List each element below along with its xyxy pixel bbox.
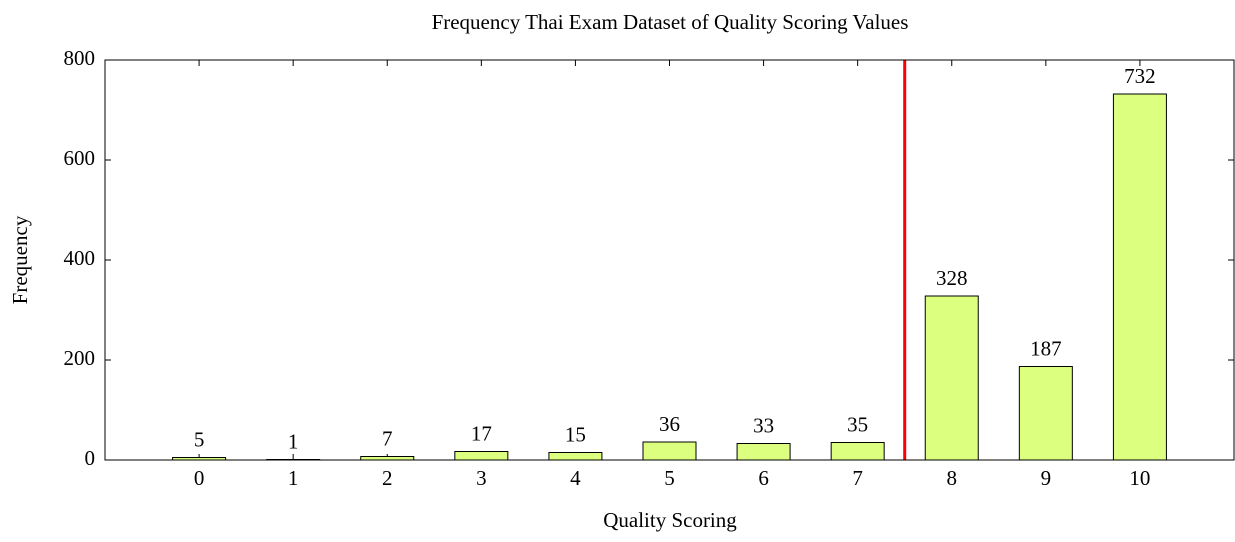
bar — [360, 456, 415, 461]
bar — [548, 452, 603, 461]
y-tick-label: 600 — [64, 146, 96, 170]
value-label: 36 — [659, 412, 680, 436]
bar — [1018, 366, 1073, 461]
value-label: 7 — [382, 426, 393, 450]
x-tick-label: 6 — [758, 466, 769, 490]
x-axis-label: Quality Scoring — [603, 508, 737, 532]
x-tick-label: 0 — [194, 466, 205, 490]
value-label: 187 — [1030, 336, 1062, 360]
y-tick-label: 0 — [85, 446, 96, 470]
chart-title: Frequency Thai Exam Dataset of Quality S… — [432, 10, 909, 34]
x-tick-label: 3 — [476, 466, 487, 490]
bar — [1112, 93, 1167, 461]
value-label: 15 — [565, 422, 586, 446]
bar — [830, 442, 885, 461]
plot-frame — [104, 59, 1235, 461]
y-axis-label: Frequency — [8, 215, 32, 304]
x-tick-label: 2 — [382, 466, 393, 490]
value-label: 35 — [847, 412, 868, 436]
value-label: 732 — [1124, 64, 1156, 88]
value-label: 5 — [194, 427, 205, 451]
value-label: 33 — [753, 413, 774, 437]
x-tick-label: 4 — [570, 466, 581, 490]
x-tick-label: 8 — [947, 466, 958, 490]
bar — [924, 295, 979, 461]
bar — [642, 441, 697, 461]
y-tick-label: 200 — [64, 346, 96, 370]
x-tick-label: 1 — [288, 466, 299, 490]
y-tick-label: 800 — [64, 46, 96, 70]
bar — [454, 451, 509, 461]
bar — [736, 443, 791, 461]
x-tick-label: 7 — [852, 466, 863, 490]
x-tick-label: 9 — [1041, 466, 1052, 490]
y-tick-label: 400 — [64, 246, 96, 270]
value-label: 328 — [936, 266, 968, 290]
x-tick-label: 10 — [1129, 466, 1150, 490]
x-tick-label: 5 — [664, 466, 675, 490]
value-label: 17 — [471, 421, 492, 445]
value-label: 1 — [288, 429, 299, 453]
